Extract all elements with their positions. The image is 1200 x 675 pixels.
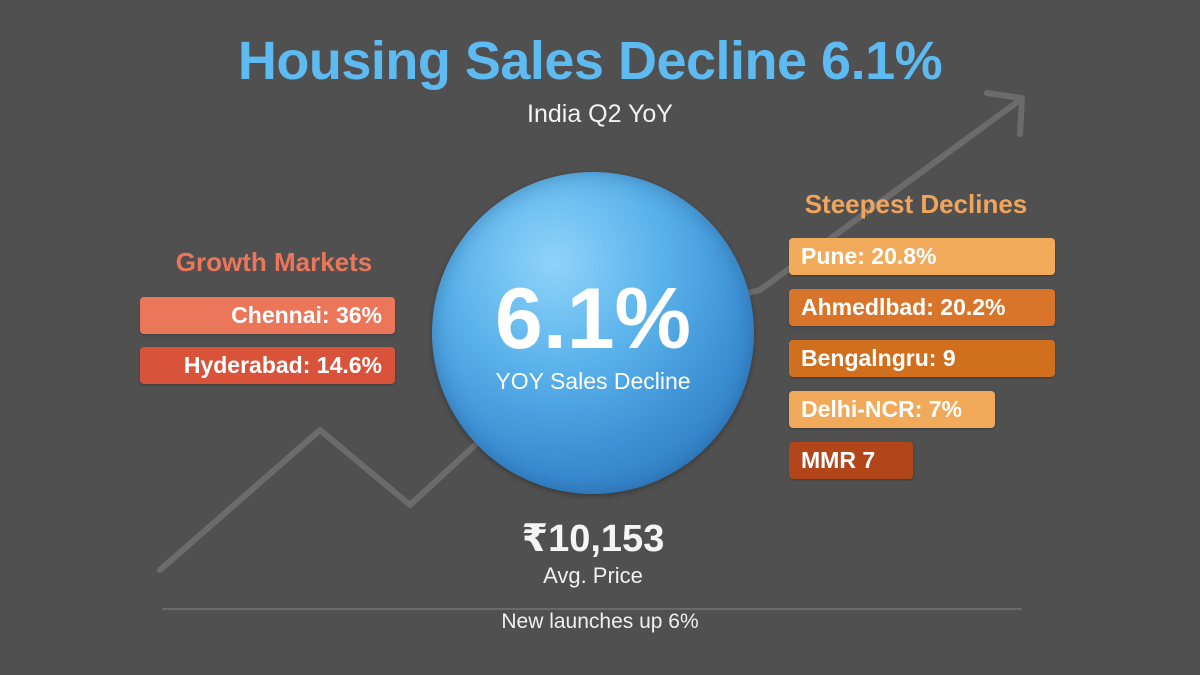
decline-item: Bengalngru: 9	[789, 340, 1055, 377]
decline-item: Pune: 20.8%	[789, 238, 1055, 275]
avg-price-value: ₹10,153	[521, 518, 665, 560]
divider	[162, 608, 1022, 610]
footnote: New launches up 6%	[501, 610, 699, 633]
decline-item: Ahmedlbad: 20.2%	[789, 289, 1055, 326]
page-title: Housing Sales Decline 6.1%	[237, 31, 943, 91]
headline-label: YOY Sales Decline	[495, 368, 691, 394]
decline-item: Delhi-NCR: 7%	[789, 391, 995, 428]
growth-market-item: Hyderabad: 14.6%	[140, 347, 395, 384]
growth-markets-heading: Growth Markets	[175, 247, 373, 277]
growth-market-item: Chennai: 36%	[140, 297, 395, 334]
steepest-declines-heading: Steepest Declines	[804, 189, 1028, 219]
page-subtitle: India Q2 YoY	[527, 100, 673, 128]
avg-price-label: Avg. Price	[543, 563, 643, 588]
decline-item: MMR 7	[789, 442, 913, 479]
headline-value: 6.1%	[494, 271, 692, 367]
headline-circle	[432, 172, 754, 494]
